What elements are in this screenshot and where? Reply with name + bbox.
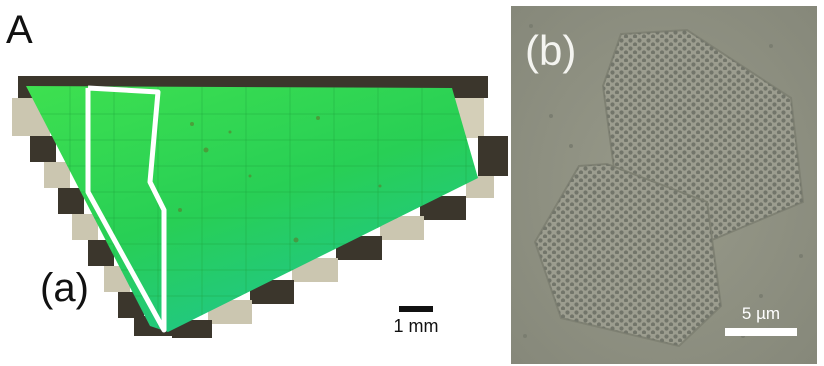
scale-bar-um: 5 µm (725, 304, 797, 336)
microscope-image-panel: (b) 5 µm (511, 6, 817, 364)
scale-bar-label: 1 mm (384, 316, 448, 337)
scale-bar-line (399, 306, 433, 312)
scale-bar-mm: 1 mm (384, 306, 448, 337)
scale-bar-line (725, 328, 797, 336)
subpanel-label-a: (a) (40, 268, 89, 308)
scale-bar-label: 5 µm (725, 304, 797, 324)
subpanel-label-b: (b) (525, 30, 576, 72)
fluorescence-map-panel: (a) 1 mm (0, 0, 510, 366)
